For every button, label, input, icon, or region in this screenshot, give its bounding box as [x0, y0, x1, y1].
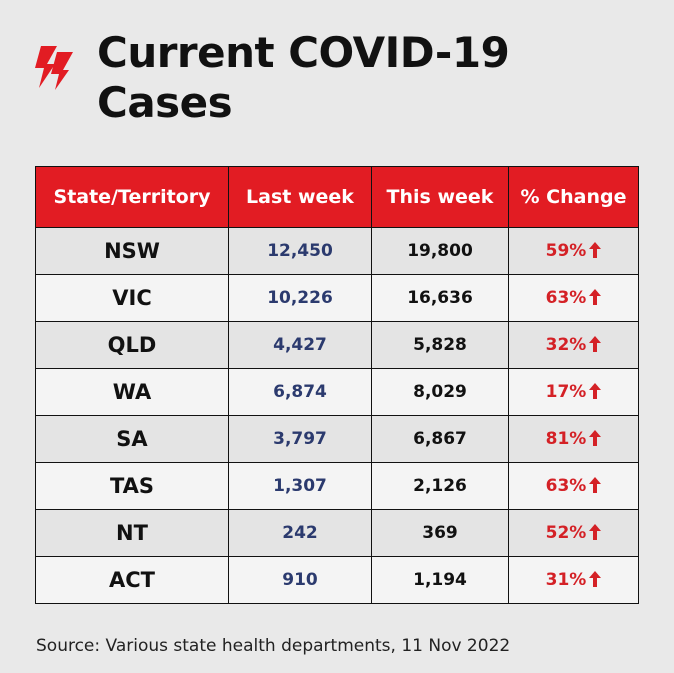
change-cell: 32% [508, 321, 639, 369]
state-cell: TAS [35, 462, 229, 510]
this-week-cell: 6,867 [371, 415, 509, 463]
cases-table: State/Territory Last week This week % Ch… [35, 166, 639, 604]
change-cell: 63% [508, 274, 639, 322]
change-cell: 59% [508, 227, 639, 275]
arrow-up-icon [589, 524, 602, 540]
change-value: 31% [545, 570, 587, 590]
change-cell: 81% [508, 415, 639, 463]
table-row: WA 6,874 8,029 17% [35, 368, 639, 416]
this-week-cell: 369 [371, 509, 509, 557]
table-row: SA 3,797 6,867 81% [35, 415, 639, 463]
change-cell: 52% [508, 509, 639, 557]
last-week-cell: 1,307 [228, 462, 372, 510]
table-header-row: State/Territory Last week This week % Ch… [35, 166, 639, 228]
change-value: 59% [545, 241, 587, 261]
last-week-cell: 4,427 [228, 321, 372, 369]
arrow-up-icon [589, 383, 602, 399]
header-last-week: Last week [228, 166, 372, 228]
this-week-cell: 8,029 [371, 368, 509, 416]
change-value: 52% [545, 523, 587, 543]
this-week-cell: 19,800 [371, 227, 509, 275]
change-cell: 31% [508, 556, 639, 604]
change-cell: 17% [508, 368, 639, 416]
table-row: TAS 1,307 2,126 63% [35, 462, 639, 510]
state-cell: SA [35, 415, 229, 463]
table-row: QLD 4,427 5,828 32% [35, 321, 639, 369]
table-row: VIC 10,226 16,636 63% [35, 274, 639, 322]
title-line-1: Current COVID-19 [97, 28, 510, 77]
header-change: % Change [508, 166, 639, 228]
change-value: 17% [545, 382, 587, 402]
arrow-up-icon [589, 289, 602, 305]
state-cell: WA [35, 368, 229, 416]
page-title: Current COVID-19 Cases [97, 28, 510, 128]
table-row: ACT 910 1,194 31% [35, 556, 639, 604]
state-cell: ACT [35, 556, 229, 604]
arrow-up-icon [589, 430, 602, 446]
last-week-cell: 6,874 [228, 368, 372, 416]
sbs-logo-icon [35, 46, 73, 90]
change-cell: 63% [508, 462, 639, 510]
last-week-cell: 12,450 [228, 227, 372, 275]
last-week-cell: 3,797 [228, 415, 372, 463]
arrow-up-icon [589, 477, 602, 493]
change-value: 63% [545, 476, 587, 496]
last-week-cell: 10,226 [228, 274, 372, 322]
arrow-up-icon [589, 242, 602, 258]
change-value: 63% [545, 288, 587, 308]
state-cell: QLD [35, 321, 229, 369]
last-week-cell: 910 [228, 556, 372, 604]
table-row: NSW 12,450 19,800 59% [35, 227, 639, 275]
this-week-cell: 5,828 [371, 321, 509, 369]
title-line-2: Cases [97, 78, 233, 127]
arrow-up-icon [589, 571, 602, 587]
header-state: State/Territory [35, 166, 229, 228]
table-row: NT 242 369 52% [35, 509, 639, 557]
this-week-cell: 16,636 [371, 274, 509, 322]
change-value: 32% [545, 335, 587, 355]
state-cell: NSW [35, 227, 229, 275]
arrow-up-icon [589, 336, 602, 352]
state-cell: NT [35, 509, 229, 557]
state-cell: VIC [35, 274, 229, 322]
header-this-week: This week [371, 166, 509, 228]
change-value: 81% [545, 429, 587, 449]
this-week-cell: 1,194 [371, 556, 509, 604]
last-week-cell: 242 [228, 509, 372, 557]
source-note: Source: Various state health departments… [36, 636, 511, 656]
this-week-cell: 2,126 [371, 462, 509, 510]
